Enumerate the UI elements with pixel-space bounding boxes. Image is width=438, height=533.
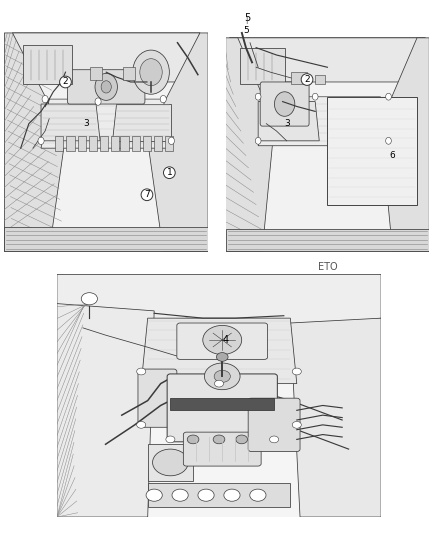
- Bar: [120, 136, 129, 151]
- Circle shape: [292, 422, 301, 428]
- Bar: [67, 136, 74, 151]
- Circle shape: [152, 449, 188, 476]
- Circle shape: [137, 422, 146, 428]
- Polygon shape: [41, 104, 100, 141]
- Circle shape: [172, 489, 188, 501]
- Polygon shape: [4, 33, 65, 251]
- Polygon shape: [147, 33, 208, 251]
- Text: 5: 5: [243, 26, 249, 35]
- Text: 7: 7: [144, 190, 150, 199]
- Bar: [315, 75, 325, 84]
- Circle shape: [275, 92, 295, 116]
- Circle shape: [224, 489, 240, 501]
- Circle shape: [146, 489, 162, 501]
- Polygon shape: [258, 96, 389, 146]
- Bar: [4, 227, 208, 251]
- Bar: [55, 136, 64, 151]
- Text: |: |: [245, 17, 248, 24]
- FancyBboxPatch shape: [184, 432, 261, 466]
- Circle shape: [255, 93, 261, 100]
- Circle shape: [81, 293, 97, 305]
- Circle shape: [140, 59, 162, 86]
- Circle shape: [137, 368, 146, 375]
- Bar: [154, 136, 162, 151]
- Circle shape: [101, 80, 111, 93]
- FancyBboxPatch shape: [260, 82, 309, 126]
- Polygon shape: [380, 38, 429, 251]
- Polygon shape: [141, 318, 297, 384]
- Polygon shape: [226, 38, 275, 251]
- Circle shape: [269, 436, 279, 443]
- FancyBboxPatch shape: [240, 47, 285, 84]
- Polygon shape: [57, 304, 154, 517]
- Circle shape: [198, 489, 214, 501]
- Circle shape: [385, 138, 392, 144]
- Polygon shape: [41, 99, 171, 148]
- FancyBboxPatch shape: [170, 398, 274, 410]
- Circle shape: [187, 435, 199, 444]
- Circle shape: [255, 138, 261, 144]
- Circle shape: [250, 489, 266, 501]
- Circle shape: [42, 95, 48, 103]
- Polygon shape: [290, 318, 381, 517]
- Circle shape: [168, 137, 174, 144]
- Polygon shape: [230, 38, 425, 82]
- Bar: [132, 136, 140, 151]
- Bar: [111, 136, 120, 151]
- FancyBboxPatch shape: [167, 374, 277, 442]
- Bar: [165, 136, 173, 151]
- Text: 5: 5: [244, 13, 251, 23]
- Text: 1: 1: [166, 168, 172, 177]
- Circle shape: [38, 137, 44, 144]
- Bar: [100, 136, 108, 151]
- Circle shape: [95, 98, 101, 106]
- Bar: [123, 67, 135, 79]
- FancyBboxPatch shape: [177, 323, 268, 359]
- Circle shape: [203, 326, 242, 354]
- Circle shape: [385, 93, 392, 100]
- Bar: [89, 136, 97, 151]
- Bar: [143, 136, 151, 151]
- Polygon shape: [332, 102, 389, 141]
- Circle shape: [205, 363, 240, 390]
- Text: 4: 4: [223, 335, 229, 345]
- Circle shape: [236, 435, 247, 444]
- Circle shape: [166, 436, 175, 443]
- Circle shape: [216, 353, 228, 361]
- Bar: [90, 67, 102, 79]
- Circle shape: [213, 435, 225, 444]
- FancyBboxPatch shape: [248, 398, 300, 451]
- Polygon shape: [226, 38, 429, 251]
- Bar: [291, 72, 307, 84]
- FancyBboxPatch shape: [67, 70, 145, 104]
- Circle shape: [133, 50, 170, 94]
- Bar: [78, 136, 86, 151]
- Polygon shape: [57, 274, 381, 328]
- Circle shape: [160, 95, 166, 103]
- Circle shape: [215, 380, 223, 387]
- Text: 2: 2: [304, 75, 310, 84]
- Polygon shape: [258, 102, 319, 141]
- Text: 3: 3: [83, 119, 89, 128]
- Text: 2: 2: [63, 77, 68, 86]
- Circle shape: [292, 368, 301, 375]
- Polygon shape: [13, 33, 200, 82]
- Circle shape: [312, 93, 318, 100]
- FancyBboxPatch shape: [138, 369, 177, 427]
- Circle shape: [214, 370, 230, 382]
- FancyBboxPatch shape: [23, 45, 71, 84]
- Text: ETO: ETO: [318, 262, 337, 272]
- Bar: [226, 229, 429, 251]
- Circle shape: [95, 74, 117, 100]
- Polygon shape: [112, 104, 171, 141]
- Text: 3: 3: [284, 119, 290, 128]
- Polygon shape: [327, 96, 417, 205]
- Text: 6: 6: [390, 151, 396, 160]
- Polygon shape: [4, 33, 208, 251]
- Polygon shape: [148, 445, 193, 481]
- Bar: [148, 483, 290, 507]
